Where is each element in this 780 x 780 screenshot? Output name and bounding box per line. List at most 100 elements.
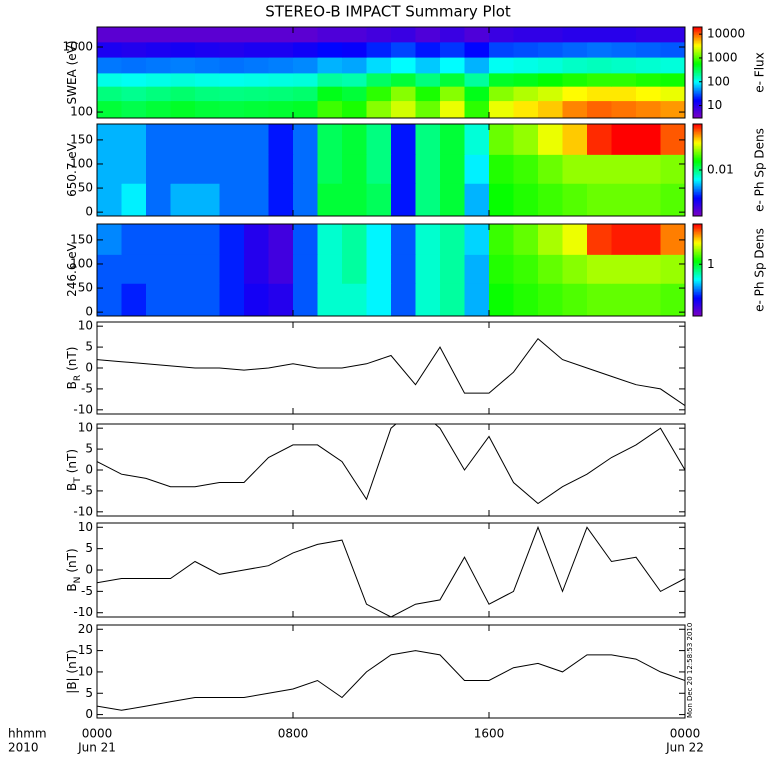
colorbar-tick-label: 10000 [707, 27, 745, 41]
colorbar-strip [693, 237, 702, 240]
heatmap-cell [342, 254, 367, 284]
heatmap-cell [170, 283, 196, 316]
colorbar-strip [693, 57, 702, 60]
heatmap-cell [538, 224, 563, 255]
heatmap-cell [464, 224, 490, 255]
heatmap [97, 124, 685, 216]
heatmap-cell [121, 72, 147, 87]
colorbar-strip [693, 209, 702, 212]
heatmap-cell [464, 86, 490, 102]
heatmap-cell [660, 57, 685, 74]
heatmap-cell [244, 86, 269, 102]
colorbar-strip [693, 78, 702, 81]
heatmap-cell [587, 100, 612, 118]
colorbar-strip [693, 74, 702, 77]
colorbar-strip [693, 128, 702, 131]
y-tick-label: 10 [78, 520, 93, 534]
colorbar-strip [693, 285, 702, 288]
colorbar-strip [693, 70, 702, 73]
colorbar-strip [693, 240, 702, 243]
heatmap-cell [366, 154, 392, 184]
heatmap-cell [317, 86, 343, 102]
heatmap-cell [513, 27, 539, 43]
heatmap-cell [293, 27, 318, 43]
heatmap-cell [342, 27, 367, 43]
y-axis-label: BT (nT) [65, 449, 83, 491]
colorbar-strip [693, 162, 702, 165]
heatmap-cell [562, 100, 588, 118]
x-date-label: Jun 21 [77, 741, 116, 755]
colorbar-strip [693, 134, 702, 137]
heatmap-cell [317, 154, 343, 184]
heatmap-cell [611, 283, 637, 316]
colorbar-strip [693, 189, 702, 192]
heatmap-cell [219, 41, 245, 58]
heatmap-cell [219, 86, 245, 102]
colorbar-strip [693, 150, 702, 153]
colorbar-strip [693, 242, 702, 245]
heatmap-cell [293, 41, 318, 58]
colorbar-strip [693, 291, 702, 294]
heatmap-cell [97, 154, 122, 184]
heatmap-cell [587, 41, 612, 58]
heatmap-cell [146, 100, 171, 118]
colorbar-strip [693, 153, 702, 156]
colorbar-strip [693, 54, 702, 57]
y-tick-label: 5 [85, 340, 93, 354]
colorbar-strip [693, 83, 702, 86]
heatmap-cell [611, 224, 637, 255]
y-tick-label: 100 [70, 256, 93, 270]
colorbar-strip [693, 165, 702, 168]
colorbar-strip [693, 143, 702, 146]
colorbar-tick-label: 100 [707, 74, 730, 88]
colorbar-strip [693, 305, 702, 308]
colorbar-strip [693, 263, 702, 266]
heatmap-cell [146, 41, 171, 58]
colorbar-strip [693, 130, 702, 133]
y-tick-label: 150 [70, 232, 93, 246]
heatmap [97, 27, 685, 118]
colorbar-strip [693, 69, 702, 72]
data-line [97, 525, 685, 617]
colorbar-strip [693, 311, 702, 314]
heatmap-cell [587, 224, 612, 255]
heatmap-cell [219, 224, 245, 255]
colorbar-strip [693, 140, 702, 143]
colorbar-strip [693, 211, 702, 214]
colorbar-strip [693, 114, 702, 117]
heatmap-cell [587, 27, 612, 43]
heatmap-cell [391, 183, 416, 216]
colorbar-strip [693, 214, 702, 217]
colorbar-strip [693, 113, 702, 116]
colorbar-strip [693, 89, 702, 92]
heatmap-cell [342, 183, 367, 216]
heatmap-cell [513, 41, 539, 58]
heatmap-cell [268, 254, 294, 284]
heatmap-cell [489, 124, 514, 155]
heatmap-cell [440, 41, 465, 58]
colorbar-strip [693, 77, 702, 80]
colorbar-strip [693, 224, 702, 227]
colorbar-strip [693, 39, 702, 42]
heatmap-cell [636, 41, 661, 58]
heatmap-cell [538, 100, 563, 118]
heatmap-cell [97, 27, 122, 43]
heatmap-cell [170, 224, 196, 255]
y-tick-label: 150 [70, 132, 93, 146]
colorbar-label: e- Ph Sp Dens [753, 228, 767, 312]
colorbar-strip [693, 296, 702, 299]
heatmap-cell [538, 86, 563, 102]
heatmap-cell [170, 41, 196, 58]
colorbar-strip [693, 236, 702, 239]
heatmap-cell [587, 124, 612, 155]
heatmap-cell [415, 183, 441, 216]
colorbar-strip [693, 293, 702, 296]
colorbar-tick-label: 10 [707, 98, 722, 112]
heatmap-cell [415, 72, 441, 87]
heatmap-cell [317, 100, 343, 118]
heatmap-cell [97, 57, 122, 74]
colorbar-strip [693, 46, 702, 49]
colorbar-strip [693, 37, 702, 40]
